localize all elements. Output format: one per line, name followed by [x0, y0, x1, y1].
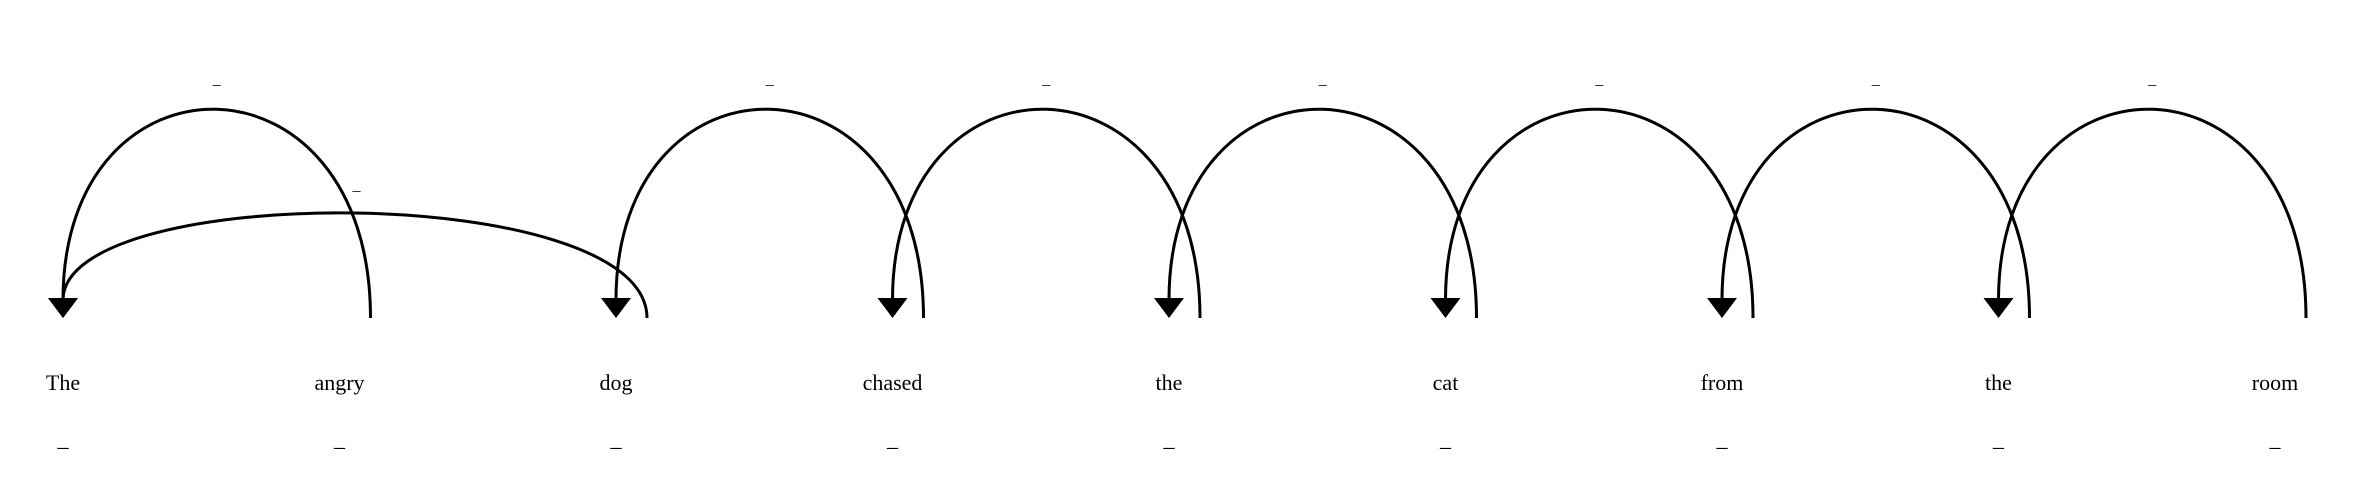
arc-label: _	[352, 177, 362, 194]
token-tag: _	[2269, 426, 2282, 451]
arrowhead-icon	[1983, 298, 2014, 318]
arc-label: _	[1041, 71, 1051, 88]
arrowhead-icon	[1430, 298, 1461, 318]
arc-label: _	[2147, 71, 2157, 88]
token-word: room	[2252, 370, 2298, 395]
words-layer: The _ angry _ dog _ chased _ the _ cat _ from _ the _ ro…	[46, 370, 2298, 451]
arc-line	[1997, 107, 2308, 319]
arrowhead-icon	[48, 298, 78, 318]
arrowhead-icon	[601, 298, 631, 318]
arc-label: _	[212, 71, 222, 88]
arc-line	[891, 107, 1202, 319]
token-tag: _	[333, 426, 346, 451]
token-tag: _	[57, 426, 70, 451]
token-word: from	[1701, 370, 1744, 395]
token-word: angry	[314, 370, 364, 395]
token-tag: _	[1716, 426, 1729, 451]
dependency-arc: _	[1154, 71, 1478, 319]
arcs-layer: _ _ _ _ _ _ _ _	[48, 71, 2308, 319]
arrowhead-icon	[1154, 298, 1184, 318]
token-word: chased	[863, 370, 923, 395]
arc-line	[1720, 107, 2031, 319]
arc-line	[614, 107, 925, 319]
arc-label: _	[1871, 71, 1881, 88]
arrowhead-icon	[1707, 298, 1737, 318]
dependency-arc: _	[601, 71, 925, 319]
arc-line	[1444, 107, 1755, 319]
token-word: The	[46, 370, 80, 395]
dependency-arc: _	[1430, 71, 1755, 319]
arc-label: _	[765, 71, 775, 88]
dependency-arc: _	[48, 71, 372, 319]
token-tag: _	[610, 426, 623, 451]
dependency-arc: _	[48, 177, 649, 319]
arc-label: _	[1594, 71, 1604, 88]
token-tag: _	[886, 426, 899, 451]
arc-label: _	[1318, 71, 1328, 88]
token-tag: _	[1163, 426, 1176, 451]
token-word: dog	[600, 370, 633, 395]
dependency-arc: _	[877, 71, 1202, 319]
dependency-arc: _	[1983, 71, 2308, 319]
arc-line	[61, 211, 649, 319]
token-word: the	[1156, 370, 1183, 395]
arc-line	[1167, 107, 1478, 319]
arrowhead-icon	[877, 298, 908, 318]
token-word: cat	[1433, 370, 1459, 395]
token-tag: _	[1992, 426, 2005, 451]
token-word: the	[1985, 370, 2012, 395]
dependency-arc: _	[1707, 71, 2031, 319]
token-tag: _	[1439, 426, 1452, 451]
arc-line	[61, 107, 372, 319]
